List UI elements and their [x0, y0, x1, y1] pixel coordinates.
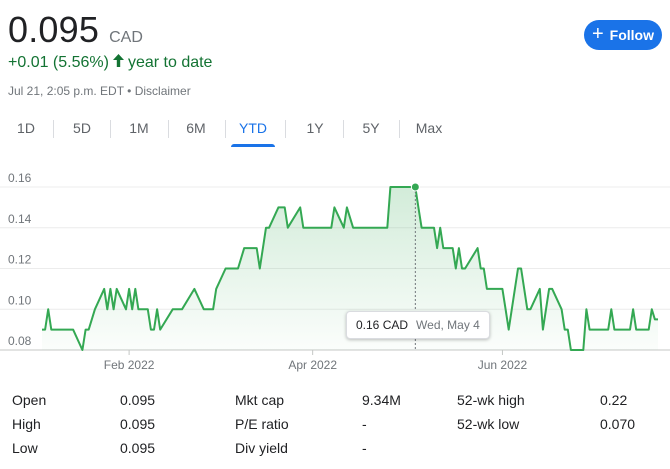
current-price: 0.095 [8, 9, 100, 50]
tab-divider [224, 120, 226, 138]
stat-label: 52-wk high [457, 392, 525, 408]
price-area [42, 187, 658, 350]
arrow-up-icon [112, 54, 124, 72]
stat-label: Mkt cap [235, 392, 285, 408]
quote-meta: Jul 21, 2:05 p.m. EDT • Disclaimer [8, 84, 191, 98]
price-line [42, 186, 658, 351]
price-header: 0.095 CAD [8, 8, 143, 52]
tab-max[interactable]: Max [415, 120, 443, 136]
stat-label: Div yield [235, 440, 288, 456]
tooltip-date: Wed, May 4 [416, 318, 480, 332]
tab-5y[interactable]: 5Y [362, 120, 380, 136]
meta-separator: • [123, 84, 135, 98]
tab-divider [399, 120, 400, 138]
stat-value: 0.095 [120, 392, 156, 408]
y-tick-label: 0.12 [8, 253, 32, 267]
tab-1d[interactable]: 1D [17, 120, 35, 136]
stat-value: 0.22 [600, 392, 628, 408]
y-tick-label: 0.10 [8, 293, 32, 307]
stats-row: Open 0.095 Mkt cap 9.34M 52-wk high 0.22 [0, 392, 670, 416]
change-value: +0.01 (5.56%) [8, 54, 109, 71]
tooltip-value: 0.16 CAD [356, 318, 409, 332]
change-period: year to date [127, 54, 213, 71]
stat-value: 0.070 [600, 416, 636, 432]
stat-label: High [12, 416, 41, 432]
stat-label: Low [12, 440, 38, 456]
stat-label: 52-wk low [457, 416, 520, 432]
x-tick-label: Jun 2022 [478, 358, 528, 372]
y-tick-label: 0.14 [8, 212, 32, 226]
plus-icon: + [591, 23, 604, 45]
quote-timestamp: Jul 21, 2:05 p.m. EDT [8, 84, 124, 98]
x-tick-label: Apr 2022 [288, 358, 337, 372]
follow-label: Follow [609, 27, 654, 43]
chart-tooltip: 0.16 CAD Wed, May 4 [346, 311, 490, 339]
x-tick-label: Feb 2022 [104, 358, 155, 372]
stats-row: High 0.095 P/E ratio - 52-wk low 0.070 [0, 416, 670, 440]
tab-1m[interactable]: 1M [129, 120, 149, 136]
currency-label: CAD [109, 29, 143, 46]
stat-value: 0.095 [120, 440, 156, 456]
stats-row: Low 0.095 Div yield - [0, 440, 670, 464]
stat-value: - [362, 416, 367, 432]
tab-divider [109, 120, 111, 138]
tab-divider [342, 120, 344, 138]
disclaimer-link[interactable]: Disclaimer [134, 84, 191, 98]
tab-1y[interactable]: 1Y [306, 120, 324, 136]
price-chart[interactable]: 0.08 0.10 0.12 0.14 0.16 Feb 2022 Apr 2022 Jun … [0, 160, 670, 375]
tab-divider [285, 120, 286, 138]
follow-button[interactable]: + Follow [584, 20, 662, 50]
tab-6m[interactable]: 6M [186, 120, 206, 136]
stat-value: 0.095 [120, 416, 156, 432]
stat-value: - [362, 440, 367, 456]
stat-value: 9.34M [362, 392, 401, 408]
key-stats: Open 0.095 Mkt cap 9.34M 52-wk high 0.22 High 0… [0, 392, 670, 464]
stat-label: Open [12, 392, 47, 408]
tab-divider [167, 120, 169, 138]
tab-ytd[interactable]: YTD [231, 112, 275, 147]
price-change: +0.01 (5.56%) year to date [8, 54, 212, 72]
hover-point [410, 182, 420, 192]
range-tabs: 1D 5D 1M 6M YTD 1Y 5Y Max [0, 112, 670, 147]
tab-divider [53, 120, 54, 138]
tab-5d[interactable]: 5D [73, 120, 91, 136]
stat-label: P/E ratio [235, 416, 289, 432]
y-tick-label: 0.16 [8, 171, 32, 185]
y-tick-label: 0.08 [8, 334, 32, 348]
